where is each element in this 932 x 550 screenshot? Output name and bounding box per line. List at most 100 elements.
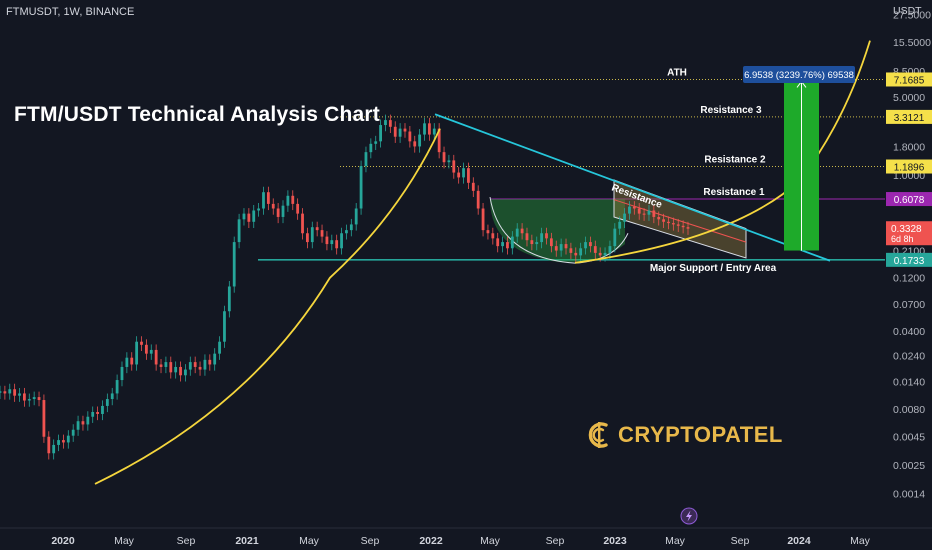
candle-51 [247,213,251,222]
candle-35 [169,362,173,373]
candle-135 [657,216,661,220]
candle-2 [8,389,12,394]
candle-128 [623,213,626,222]
level-label-0: ATH [667,67,687,78]
candle-97 [471,182,475,191]
level-label-2: Resistance 2 [704,155,766,166]
candle-5 [22,393,26,401]
pattern-shapes-layer [489,179,747,264]
candle-87 [423,123,426,135]
candle-23 [110,393,114,400]
candle-98 [476,190,480,209]
candle-24 [115,380,119,394]
candle-10 [47,436,51,454]
price-tag-2: 1.1896 [894,163,925,174]
candle-110 [535,242,539,245]
candle-112 [545,233,548,239]
candle-104 [506,242,509,249]
candle-103 [501,242,504,247]
candle-122 [593,246,597,253]
candle-64 [310,227,314,243]
candle-67 [325,236,329,245]
candle-18 [86,416,90,425]
candle-108 [525,233,529,241]
price-tick-1: 15.5000 [893,37,931,49]
time-tick-0: 2020 [51,535,75,547]
candle-41 [198,366,202,370]
price-tick-10: 0.0240 [893,351,925,363]
candle-101 [491,233,495,239]
candle-34 [164,362,168,367]
price-tag-4: 0.1733 [894,256,925,267]
candle-99 [481,208,485,231]
levels-layer [258,78,885,261]
candle-19 [91,411,95,417]
candle-54 [262,192,265,209]
candle-63 [306,233,309,243]
candle-84 [408,131,412,142]
time-tick-10: May [665,535,686,547]
candle-92 [447,160,451,163]
candle-136 [662,219,666,222]
price-tick-7: 0.1200 [893,273,925,285]
candle-138 [671,223,675,225]
candle-119 [579,248,583,256]
candle-28 [135,341,139,365]
candle-79 [384,120,387,126]
current-price-tag: 0.3328 [891,224,922,235]
candle-134 [652,210,656,217]
candle-95 [462,168,465,178]
candle-116 [564,244,568,249]
time-tick-6: 2022 [419,535,443,547]
candle-17 [81,421,85,425]
candle-78 [379,125,382,142]
chart-ticker: FTMUSDT, 1W, BINANCE [6,6,135,18]
price-tick-9: 0.0400 [893,326,925,338]
candle-139 [676,224,680,226]
candle-124 [603,252,607,256]
candle-62 [301,213,304,234]
price-axis[interactable]: USDT27.500015.50008.50005.00001.80001.00… [893,5,931,500]
candle-44 [213,353,217,365]
candle-38 [184,369,187,376]
cup-fill [490,199,625,263]
time-tick-13: May [850,535,871,547]
candle-73 [354,208,358,225]
candle-46 [223,311,226,342]
candle-9 [42,400,46,437]
candle-131 [637,208,641,214]
brand-logo-icon [588,422,608,448]
brand-logo: CRYPTOPATEL [586,420,783,450]
price-tag-bg-0 [886,72,932,87]
candle-117 [569,248,573,253]
candle-65 [315,227,319,231]
candle-109 [530,240,534,245]
price-tick-12: 0.0080 [893,404,925,416]
candle-48 [232,242,236,287]
candle-85 [413,141,417,147]
candle-4 [18,393,21,396]
candle-37 [179,366,182,376]
current-price-tag-bg [886,221,932,246]
price-tag-1: 3.3121 [894,113,925,124]
time-axis: 2020 May Sep 2021 May Sep 2022 May Sep 2023 May Sep… [51,535,870,547]
candle-0 [0,391,2,393]
candle-55 [266,192,270,204]
candle-82 [398,128,402,137]
time-tick-12: 2024 [787,535,811,547]
candle-123 [598,252,602,256]
candle-76 [369,143,373,153]
candle-53 [257,208,261,211]
candle-77 [374,141,378,144]
support-curve-1 [94,128,441,485]
candle-140 [681,225,685,228]
candle-125 [608,246,612,253]
time-tick-11: Sep [731,535,750,547]
candle-39 [188,362,192,370]
candle-93 [452,160,456,173]
price-tick-3: 5.0000 [893,92,925,104]
flash-icon[interactable] [680,507,698,525]
level-label-3: Resistance 1 [703,187,765,198]
